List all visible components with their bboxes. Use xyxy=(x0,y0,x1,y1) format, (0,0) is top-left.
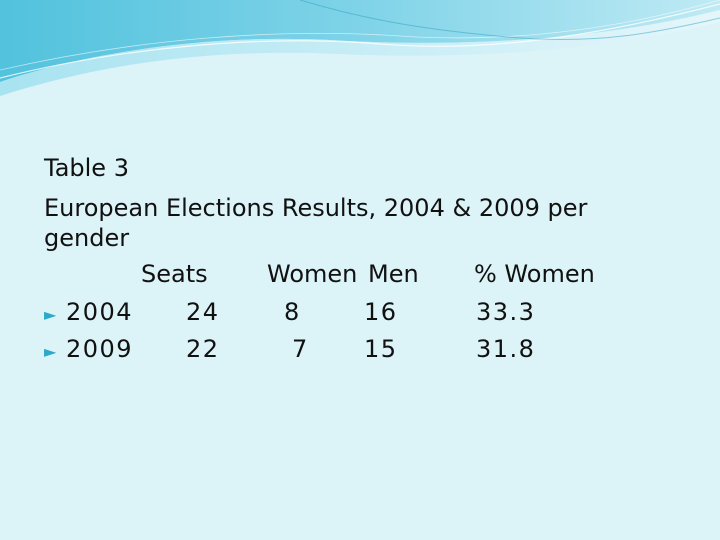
row-2004-pct-women: 33.3 xyxy=(476,298,536,326)
row-2004-men: 16 xyxy=(364,298,398,326)
header-seats: Seats xyxy=(141,260,208,288)
header-pct-women: % Women xyxy=(474,260,595,288)
header-women: Women xyxy=(267,260,358,288)
row-2009-pct-women: 31.8 xyxy=(476,335,536,363)
table-caption-line2: gender xyxy=(44,224,130,252)
header-men: Men xyxy=(368,260,419,288)
row-2004-seats: 24 xyxy=(186,298,220,326)
bullet-icon: ► xyxy=(44,305,57,324)
bullet-icon: ► xyxy=(44,342,57,361)
table-caption-line1: European Elections Results, 2004 & 2009 … xyxy=(44,194,588,222)
row-2004-women: 8 xyxy=(284,298,301,326)
table-number-title: Table 3 xyxy=(44,154,129,182)
decorative-wave-header xyxy=(0,0,720,96)
row-2004-year: 2004 xyxy=(66,298,134,326)
row-2009-men: 15 xyxy=(364,335,398,363)
row-2009-women: 7 xyxy=(292,335,309,363)
row-2009-seats: 22 xyxy=(186,335,220,363)
row-2009-year: 2009 xyxy=(66,335,134,363)
